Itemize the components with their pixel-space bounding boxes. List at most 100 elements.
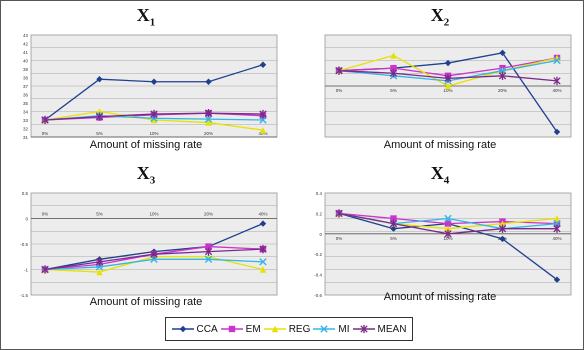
data-point (95, 112, 104, 121)
y-tick-label: 36 (23, 93, 29, 98)
data-point (444, 74, 452, 83)
data-point (259, 258, 267, 266)
y-tick-label: 0.5 (22, 191, 29, 196)
x-tick-label: 0% (42, 131, 49, 136)
y-tick-label: 0 (319, 232, 322, 237)
panel-x1: X1 31 32 33 34 35 36 37 38 39 40 41 42 43 0% 5% 10% 20% 4… (11, 3, 281, 153)
x-axis-label: Amount of missing rate (89, 139, 203, 151)
data-point (444, 59, 452, 67)
data-point (553, 56, 561, 65)
x-axis-label: Amount of missing rate (383, 291, 497, 303)
data-point (204, 255, 213, 263)
legend-label: MI (338, 323, 350, 335)
y-tick-label: 33 (23, 118, 29, 123)
legend-label: CCA (196, 323, 218, 335)
data-point (553, 128, 561, 136)
data-point (205, 243, 212, 250)
data-point (444, 220, 452, 227)
data-point (444, 214, 452, 223)
panel-x3: X3 -1.5 -1 -0.5 0 0.5 0% 5% 10% 20% 40% Amount of… (11, 161, 281, 311)
data-point (553, 224, 561, 233)
data-point (95, 257, 104, 267)
data-point (259, 220, 267, 227)
x-tick-label: 5% (96, 212, 103, 217)
legend-item-mi: MI (313, 323, 350, 335)
data-point (335, 66, 343, 75)
legend-item-reg: REG (263, 324, 310, 335)
data-point (390, 215, 397, 222)
data-point (499, 235, 506, 243)
legend-swatch-icon (171, 325, 194, 333)
x-tick-label: 40% (552, 236, 561, 241)
panel-title: X4 (430, 163, 450, 187)
legend-marker (271, 325, 278, 333)
data-point (389, 219, 398, 228)
y-tick-label: -0.4 (314, 273, 322, 278)
chart-x2: 0% 5% 10% 20% 40% (324, 34, 572, 138)
x-tick-label: 0% (336, 236, 343, 241)
legend-label: MEAN (377, 323, 407, 335)
legend-marker (179, 325, 186, 333)
x-tick-label: 20% (498, 88, 507, 93)
data-point (390, 225, 397, 232)
y-tick-label: 31 (23, 135, 29, 140)
legend-marker (320, 325, 329, 333)
y-tick-label: 39 (23, 67, 29, 72)
data-point (444, 225, 452, 232)
data-point (96, 108, 103, 115)
x-tick-label: 40% (552, 88, 561, 93)
x-tick-label: 10% (149, 212, 158, 217)
data-point (498, 224, 507, 233)
chart-x4: -0.6-0.4-0.200.20.40%5%10%20%40% (314, 191, 572, 298)
legend-item-mean: MEAN (352, 323, 407, 335)
data-point (553, 76, 561, 86)
data-point (390, 52, 397, 59)
panel-x2: X2 0% 5% 10% 20% 40% Amount of missing rate (305, 3, 575, 153)
legend-item-cca: CCA (171, 323, 218, 335)
data-point (259, 266, 267, 273)
y-tick-label: 32 (23, 127, 29, 132)
x-tick-label: 20% (204, 131, 213, 136)
y-tick-label: 38 (23, 76, 29, 81)
data-point (499, 49, 506, 57)
y-tick-label: 34 (23, 110, 29, 115)
data-point (204, 247, 213, 256)
data-point (444, 229, 452, 238)
y-tick-label: -1.5 (20, 293, 28, 298)
y-tick-label: -0.6 (314, 293, 322, 298)
panel-title: X3 (136, 163, 156, 187)
x-axis-label: Amount of missing rate (89, 296, 203, 308)
data-point (205, 119, 212, 126)
legend-swatch-icon (352, 324, 375, 334)
x-tick-label: 10% (443, 236, 452, 241)
data-point (444, 82, 452, 90)
panel-title: X1 (136, 5, 156, 29)
data-point (41, 265, 49, 274)
y-tick-label: 35 (23, 101, 29, 106)
x-tick-label: 20% (204, 212, 213, 217)
x-tick-label: 40% (258, 212, 267, 217)
legend-marker (228, 325, 235, 333)
data-point (389, 69, 398, 78)
y-tick-label: 0 (25, 217, 28, 222)
x-tick-label: 10% (443, 88, 452, 93)
data-point (96, 76, 103, 83)
data-point (150, 250, 158, 259)
legend-swatch-icon (220, 325, 243, 333)
data-point (259, 61, 267, 68)
panel-title: X2 (430, 5, 450, 29)
legend-marker (359, 324, 368, 334)
data-point (553, 215, 561, 222)
data-point (553, 276, 561, 283)
x-tick-label: 0% (42, 212, 49, 217)
data-point (41, 115, 49, 125)
series-mean (335, 209, 561, 238)
data-point (390, 64, 397, 72)
y-tick-label: 41 (23, 50, 29, 55)
legend-swatch-icon (313, 325, 336, 333)
chart-x3: -1.5 -1 -0.5 0 0.5 0% 5% 10% 20% 40% (20, 191, 278, 298)
data-point (259, 127, 267, 134)
x-tick-label: 5% (390, 236, 397, 241)
data-point (96, 268, 103, 276)
